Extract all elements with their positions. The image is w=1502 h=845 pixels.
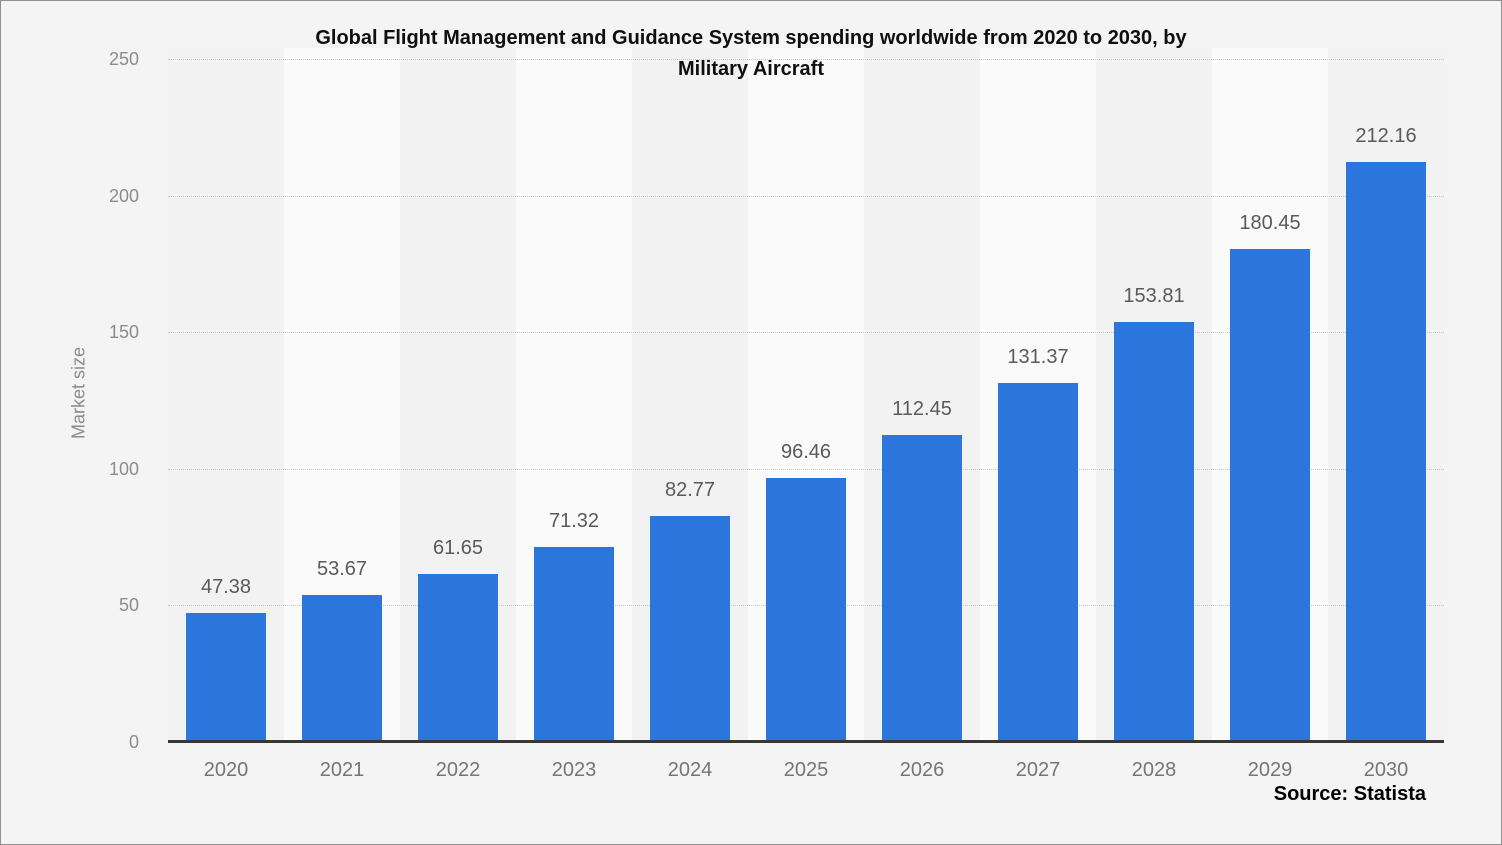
gridline bbox=[168, 468, 1444, 470]
x-tick-label: 2025 bbox=[783, 759, 829, 781]
x-tick-label: 2029 bbox=[1247, 759, 1293, 781]
bar-2027 bbox=[998, 383, 1078, 741]
x-tick-label: 2020 bbox=[203, 759, 249, 781]
gridline bbox=[168, 332, 1444, 334]
y-tick-label: 150 bbox=[108, 322, 139, 343]
source-note: Source: Statista bbox=[1273, 783, 1426, 805]
bar-2029 bbox=[1230, 249, 1310, 741]
y-axis-title: Market size bbox=[68, 346, 89, 440]
x-axis-line bbox=[168, 740, 1444, 743]
x-tick-label: 2024 bbox=[667, 759, 713, 781]
x-tick-label: 2023 bbox=[551, 759, 597, 781]
bar-value-label: 47.38 bbox=[200, 575, 252, 598]
y-tick-label: 0 bbox=[128, 732, 139, 752]
gridline bbox=[168, 59, 1444, 60]
bar-2024 bbox=[650, 515, 730, 741]
chart-title-line-2: Military Aircraft bbox=[678, 58, 824, 80]
y-tick-label: 250 bbox=[108, 49, 139, 69]
bar-2020 bbox=[186, 612, 266, 741]
bar-2025 bbox=[766, 478, 846, 741]
bar-value-label: 180.45 bbox=[1239, 212, 1301, 234]
gridline bbox=[168, 195, 1444, 197]
x-tick-label: 2021 bbox=[319, 759, 365, 781]
x-tick-label: 2022 bbox=[435, 759, 481, 781]
bar-value-label: 153.81 bbox=[1123, 284, 1185, 307]
x-tick-label: 2030 bbox=[1363, 759, 1409, 781]
bar-value-label: 112.45 bbox=[892, 397, 952, 420]
bar-value-label: 82.77 bbox=[664, 478, 716, 501]
bar-value-label: 71.32 bbox=[548, 510, 600, 533]
bar-value-label: 212.16 bbox=[1355, 125, 1417, 148]
bar-2023 bbox=[534, 547, 614, 741]
bar-value-label: 61.65 bbox=[432, 536, 484, 559]
bar-value-label: 131.37 bbox=[1007, 346, 1069, 369]
bar-value-label: 53.67 bbox=[316, 558, 368, 581]
bar-2028 bbox=[1114, 321, 1194, 741]
y-tick-label: 100 bbox=[108, 458, 139, 479]
x-tick-label: 2028 bbox=[1131, 759, 1177, 781]
bar-2030 bbox=[1346, 162, 1426, 741]
plot-area: 47.38 53.67 61.65 71.32 82.77 96.46 112.45 131.… bbox=[168, 48, 1444, 742]
x-tick-label: 2026 bbox=[899, 759, 945, 781]
bar-2026 bbox=[882, 434, 962, 741]
chart-title: Global Flight Management and Guidance Sy… bbox=[1, 23, 1501, 85]
y-tick-label: 50 bbox=[118, 595, 139, 616]
bar-2022 bbox=[418, 573, 498, 741]
bar-2021 bbox=[302, 595, 382, 741]
chart-title-line-1: Global Flight Management and Guidance Sy… bbox=[315, 27, 1187, 49]
x-tick-label: 2027 bbox=[1015, 759, 1061, 781]
y-tick-label: 200 bbox=[108, 185, 139, 206]
bar-value-label: 96.46 bbox=[780, 441, 832, 464]
